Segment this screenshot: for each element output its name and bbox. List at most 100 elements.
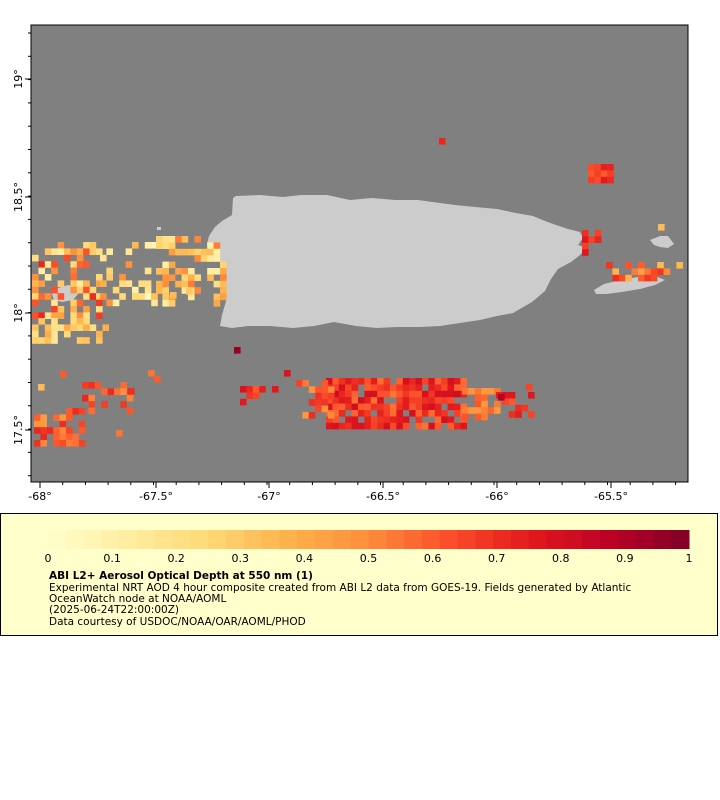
aod-pixel: [220, 280, 227, 288]
aod-pixel: [638, 262, 645, 269]
aod-pixel: [106, 274, 113, 281]
aod-pixel: [252, 392, 260, 399]
aod-pixel: [326, 416, 333, 423]
aod-pixel: [32, 337, 39, 344]
aod-pixel: [76, 261, 84, 268]
aod-pixel: [358, 422, 365, 430]
colorbar-tick-label: 0.8: [552, 552, 570, 565]
colorbar-cell: [368, 530, 387, 549]
aod-pixel: [51, 267, 58, 275]
legend-timestamp: (2025-06-24T22:00:00Z): [49, 604, 179, 616]
aod-pixel: [76, 254, 84, 262]
aod-pixel: [272, 386, 279, 393]
aod-pixel: [38, 312, 45, 319]
colorbar-cell: [226, 530, 245, 549]
aod-pixel: [447, 390, 455, 398]
aod-pixel: [76, 312, 84, 319]
aod-pixel: [126, 394, 134, 402]
aod-pixel: [508, 398, 516, 405]
aod-pixel: [72, 408, 79, 415]
aod-pixel: [162, 293, 169, 301]
aod-pixel: [32, 286, 39, 294]
aod-pixel: [454, 403, 461, 411]
lon-tick-label: -66°: [485, 490, 508, 503]
colorbar-cell: [279, 530, 298, 549]
aod-pixel: [588, 176, 595, 184]
aod-pixel: [383, 384, 391, 391]
aod-pixel: [390, 403, 397, 411]
aod-pixel: [66, 433, 73, 441]
aod-pixel: [44, 324, 52, 331]
aod-pixel: [345, 416, 352, 423]
aod-pixel: [188, 268, 195, 275]
aod-pixel: [364, 403, 371, 411]
aod-pixel: [594, 236, 602, 243]
aod-pixel: [72, 440, 79, 447]
aod-pixel: [332, 416, 339, 423]
aod-pixel: [51, 286, 58, 294]
aod-pixel: [508, 411, 516, 418]
aod-pixel: [156, 268, 163, 275]
aod-pixel: [409, 384, 416, 391]
aod-pixel: [428, 384, 435, 391]
aod-pixel: [88, 407, 95, 415]
aod-pixel: [377, 403, 384, 411]
aod-pixel: [494, 407, 501, 414]
aod-pixel: [328, 386, 335, 393]
aod-pixel: [422, 397, 429, 404]
colorbar-cell: [653, 530, 672, 549]
colorbar-cell: [635, 530, 654, 549]
aod-pixel: [38, 337, 45, 344]
colorbar-cell: [546, 530, 565, 549]
aod-pixel: [402, 384, 410, 391]
aod-pixel: [315, 386, 322, 393]
aod-pixel: [377, 416, 384, 423]
colorbar-labels: 0 0.1 0.2 0.3 0.4 0.5 0.6 0.7 0.8 0.9 1: [45, 552, 693, 565]
aod-pixel: [151, 242, 158, 249]
aod-pixel: [625, 262, 632, 269]
aod-pixel: [96, 306, 103, 313]
aod-pixel: [402, 416, 410, 423]
aod-pixel: [631, 268, 639, 275]
aod-pixel: [370, 384, 378, 391]
aod-pixel: [594, 170, 601, 177]
aod-pixel: [106, 299, 113, 307]
colorbar-cell: [315, 530, 334, 549]
culebra-land: [650, 236, 674, 248]
aod-pixel: [200, 255, 208, 262]
aod-pixel: [447, 384, 455, 391]
aod-pixel: [321, 380, 329, 387]
aod-pixel: [396, 390, 403, 398]
legend-description-line-2: OceanWatch node at NOAA/AOML: [49, 593, 227, 605]
aod-pixel: [38, 280, 45, 287]
aod-pixel: [82, 394, 89, 402]
colorbar-cell: [386, 530, 405, 549]
aod-pixel: [502, 392, 509, 399]
aod-pixel: [383, 378, 391, 385]
aod-pixel: [370, 416, 378, 423]
colorbar-cell: [101, 530, 120, 549]
aod-pixel: [70, 324, 77, 331]
aod-pixel: [447, 378, 455, 385]
aod-pixel: [32, 280, 39, 287]
colorbar-cell: [190, 530, 209, 549]
aod-pixel: [441, 410, 448, 417]
aod-pixel: [515, 411, 522, 418]
aod-pixel: [625, 274, 632, 282]
aod-pixel: [462, 388, 469, 395]
colorbar-cell: [297, 530, 316, 549]
aod-pixel: [194, 287, 201, 294]
legend-panel: 0 0.1 0.2 0.3 0.4 0.5 0.6 0.7 0.8 0.9 1 ABI L2+ Ae…: [0, 513, 718, 636]
aod-pixel: [370, 403, 378, 411]
aod-pixel: [468, 407, 475, 414]
aod-pixel: [396, 422, 403, 430]
colorbar-cell: [332, 530, 352, 549]
aod-pixel: [44, 337, 52, 344]
aod-pixel: [481, 394, 488, 401]
desecheo-land: [157, 227, 161, 230]
colorbar-cell: [65, 530, 85, 549]
colorbar-tick-label: 0.1: [103, 552, 121, 565]
colorbar-cell: [528, 530, 548, 549]
aod-pixel: [481, 400, 488, 408]
aod-pixel: [175, 268, 182, 275]
